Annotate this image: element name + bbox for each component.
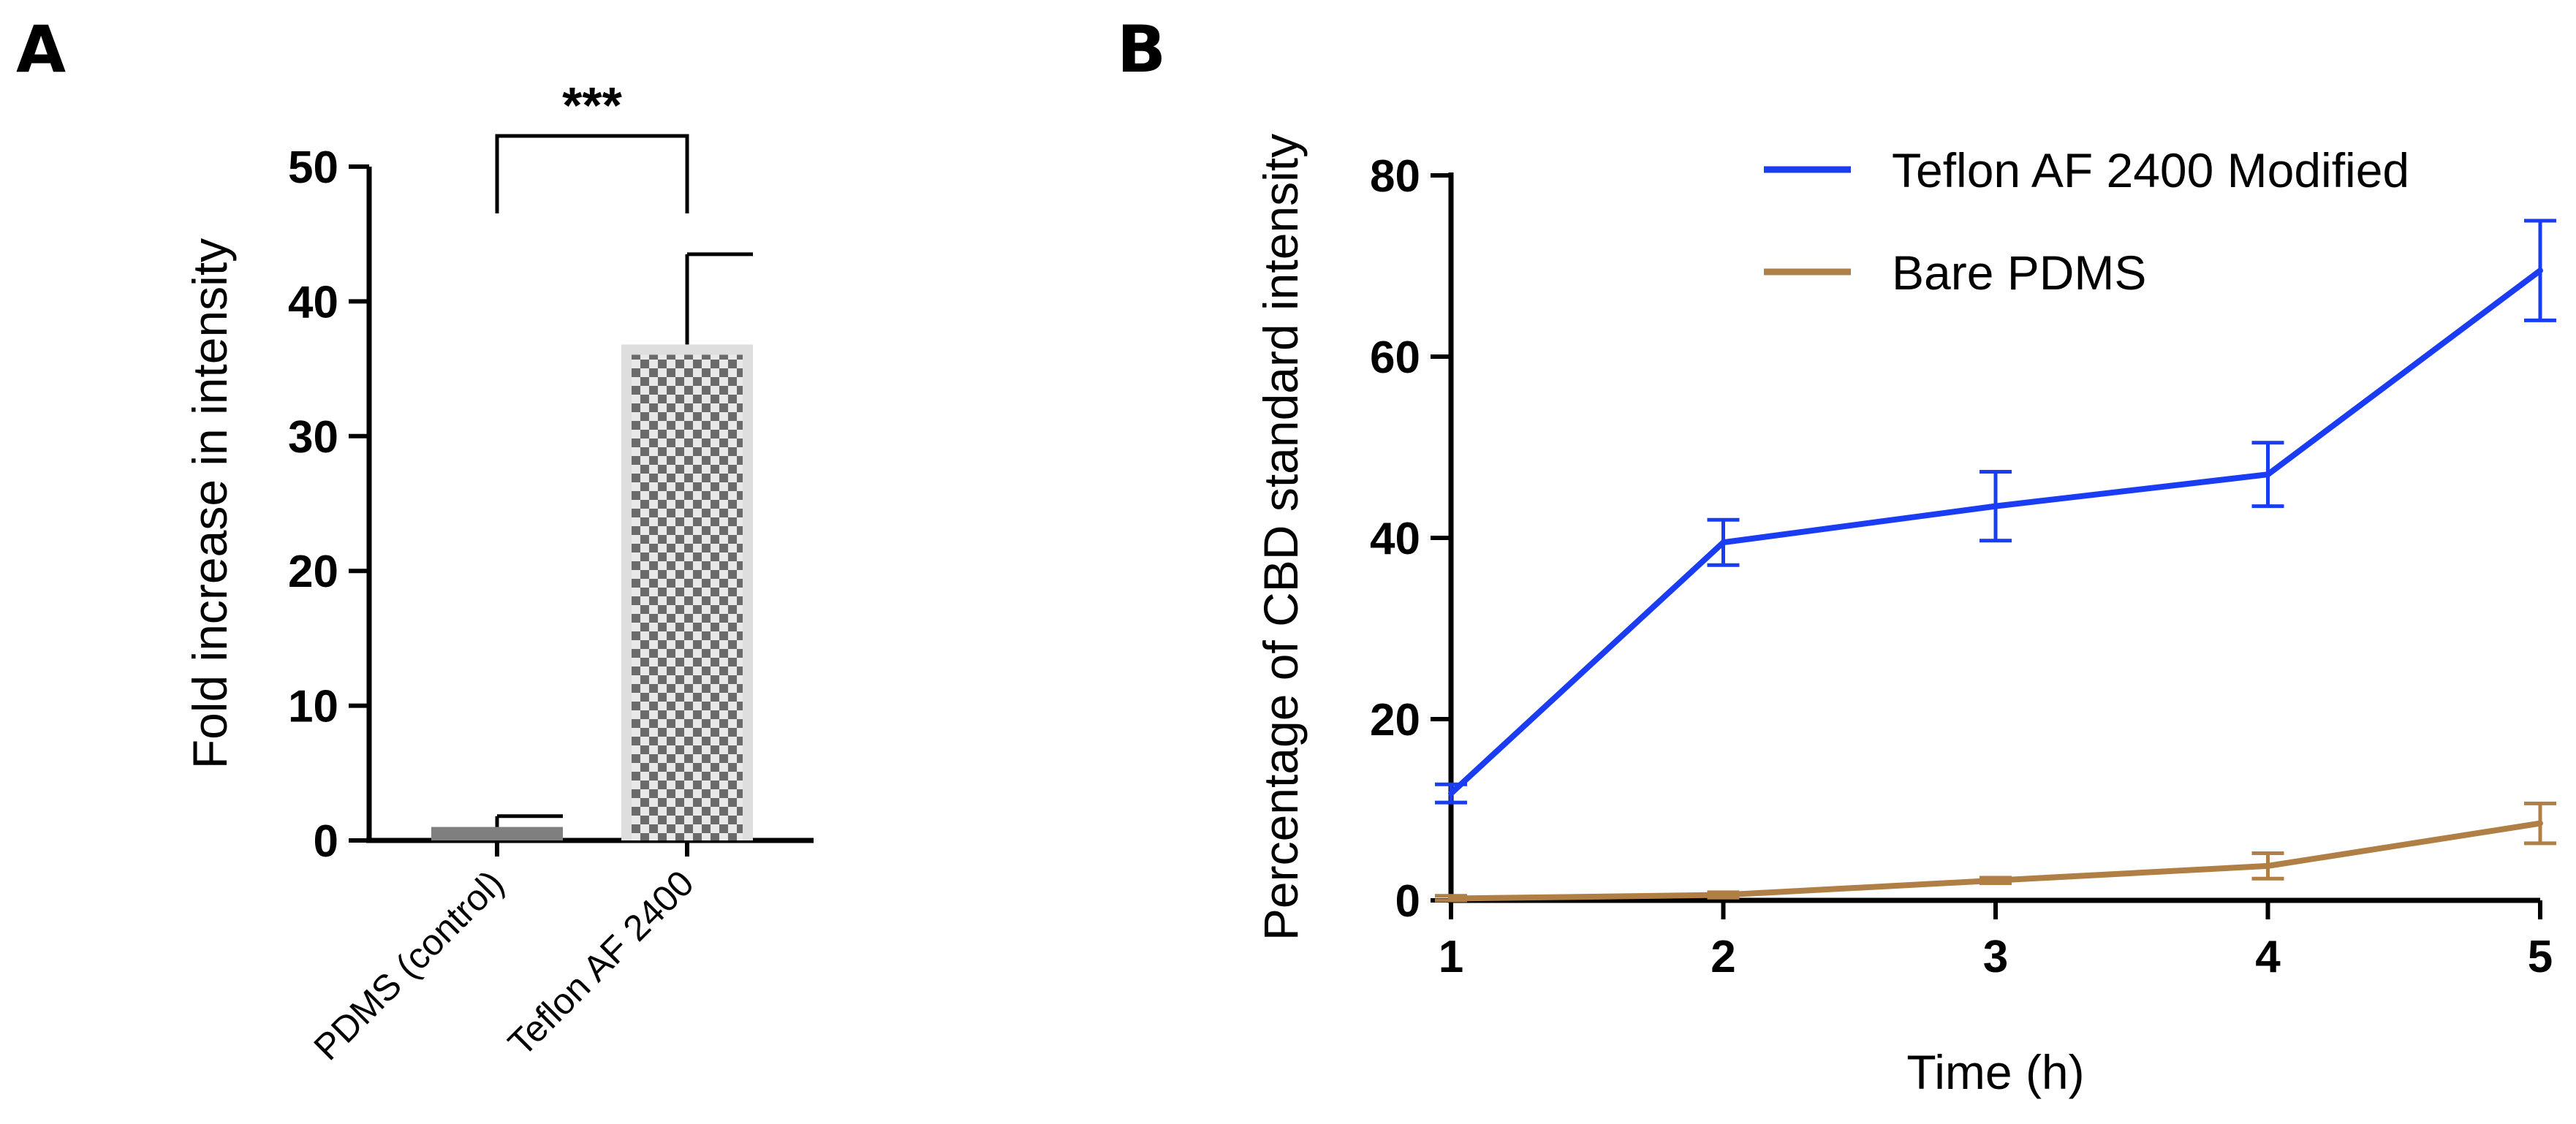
panel-a-label: A <box>16 12 66 87</box>
chart-a-category-labels: PDMS (control)Teflon AF 2400 <box>306 840 702 1068</box>
chart-b-x-tick-label: 3 <box>1983 932 2008 982</box>
chart-a-y-tick-label: 10 <box>288 682 338 732</box>
chart-a-error-bars <box>495 252 753 827</box>
chart-b-x-tick-label: 2 <box>1711 932 1735 982</box>
chart-b-data-point <box>1993 503 1999 509</box>
chart-a: Fold increase in intensity 0 10 20 30 40 50 P… <box>183 77 814 1068</box>
chart-a-significance-bracket <box>495 134 689 213</box>
chart-b-data-point <box>2265 471 2271 478</box>
chart-a-y-tick-label: 0 <box>314 816 338 867</box>
chart-b-x-ticks: 1 2 3 4 5 <box>1439 900 2553 982</box>
chart-b-data-point <box>2265 862 2271 869</box>
chart-b-data-point <box>1993 877 1999 884</box>
chart-b-series-line <box>1450 820 2541 902</box>
chart-a-y-tick-label: 20 <box>288 547 338 597</box>
chart-b-y-tick-label: 20 <box>1370 695 1420 745</box>
chart-b-y-tick-label: 0 <box>1395 876 1420 927</box>
chart-b-y-tick-label: 60 <box>1370 333 1420 383</box>
chart-a-y-tick-label: 50 <box>288 143 338 193</box>
chart-b-x-axis-title: Time (h) <box>1906 1045 2084 1099</box>
chart-b-x-tick-label: 5 <box>2528 932 2553 982</box>
chart-a-bar <box>431 827 563 840</box>
chart-b-x-tick-label: 1 <box>1439 932 1463 982</box>
chart-a-category-label: Teflon AF 2400 <box>500 862 701 1063</box>
chart-b-legend: Teflon AF 2400 Modified Bare PDMS <box>1764 143 2409 300</box>
chart-b-y-axis-title: Percentage of CBD standard intensity <box>1254 134 1308 941</box>
chart-a-y-tick-label: 40 <box>288 277 338 327</box>
chart-b-legend-label: Bare PDMS <box>1892 246 2146 300</box>
panel-b-label: B <box>1117 12 1166 87</box>
chart-b-data-point <box>1448 895 1454 902</box>
chart-b-series-bare-pdms <box>1435 801 2556 903</box>
chart-a-bars <box>431 344 753 841</box>
chart-a-y-axis-title: Fold increase in intensity <box>183 238 237 769</box>
chart-b-y-tick-label: 40 <box>1370 514 1420 564</box>
chart-a-y-ticks: 0 10 20 30 40 50 <box>288 143 369 867</box>
chart-b-y-tick-label: 80 <box>1370 151 1420 202</box>
chart-a-category-label: PDMS (control) <box>306 862 512 1068</box>
chart-a-significance-label: *** <box>562 77 622 134</box>
chart-b: Percentage of CBD standard intensity Tim… <box>1254 134 2556 1099</box>
chart-b-series <box>1435 219 2556 903</box>
chart-a-bar <box>632 354 743 841</box>
chart-b-series-teflon-modified <box>1435 219 2556 805</box>
chart-b-data-point <box>2537 267 2543 274</box>
chart-b-data-point <box>1448 790 1454 797</box>
chart-a-y-tick-label: 30 <box>288 412 338 463</box>
chart-b-y-ticks: 0 20 40 60 80 <box>1370 151 1451 927</box>
chart-b-data-point <box>2537 820 2543 827</box>
chart-b-legend-label: Teflon AF 2400 Modified <box>1892 143 2409 197</box>
chart-b-data-point <box>1720 539 1727 546</box>
chart-b-x-tick-label: 4 <box>2255 932 2281 982</box>
chart-a-significance: *** <box>495 77 689 213</box>
chart-b-data-point <box>1720 892 1727 898</box>
